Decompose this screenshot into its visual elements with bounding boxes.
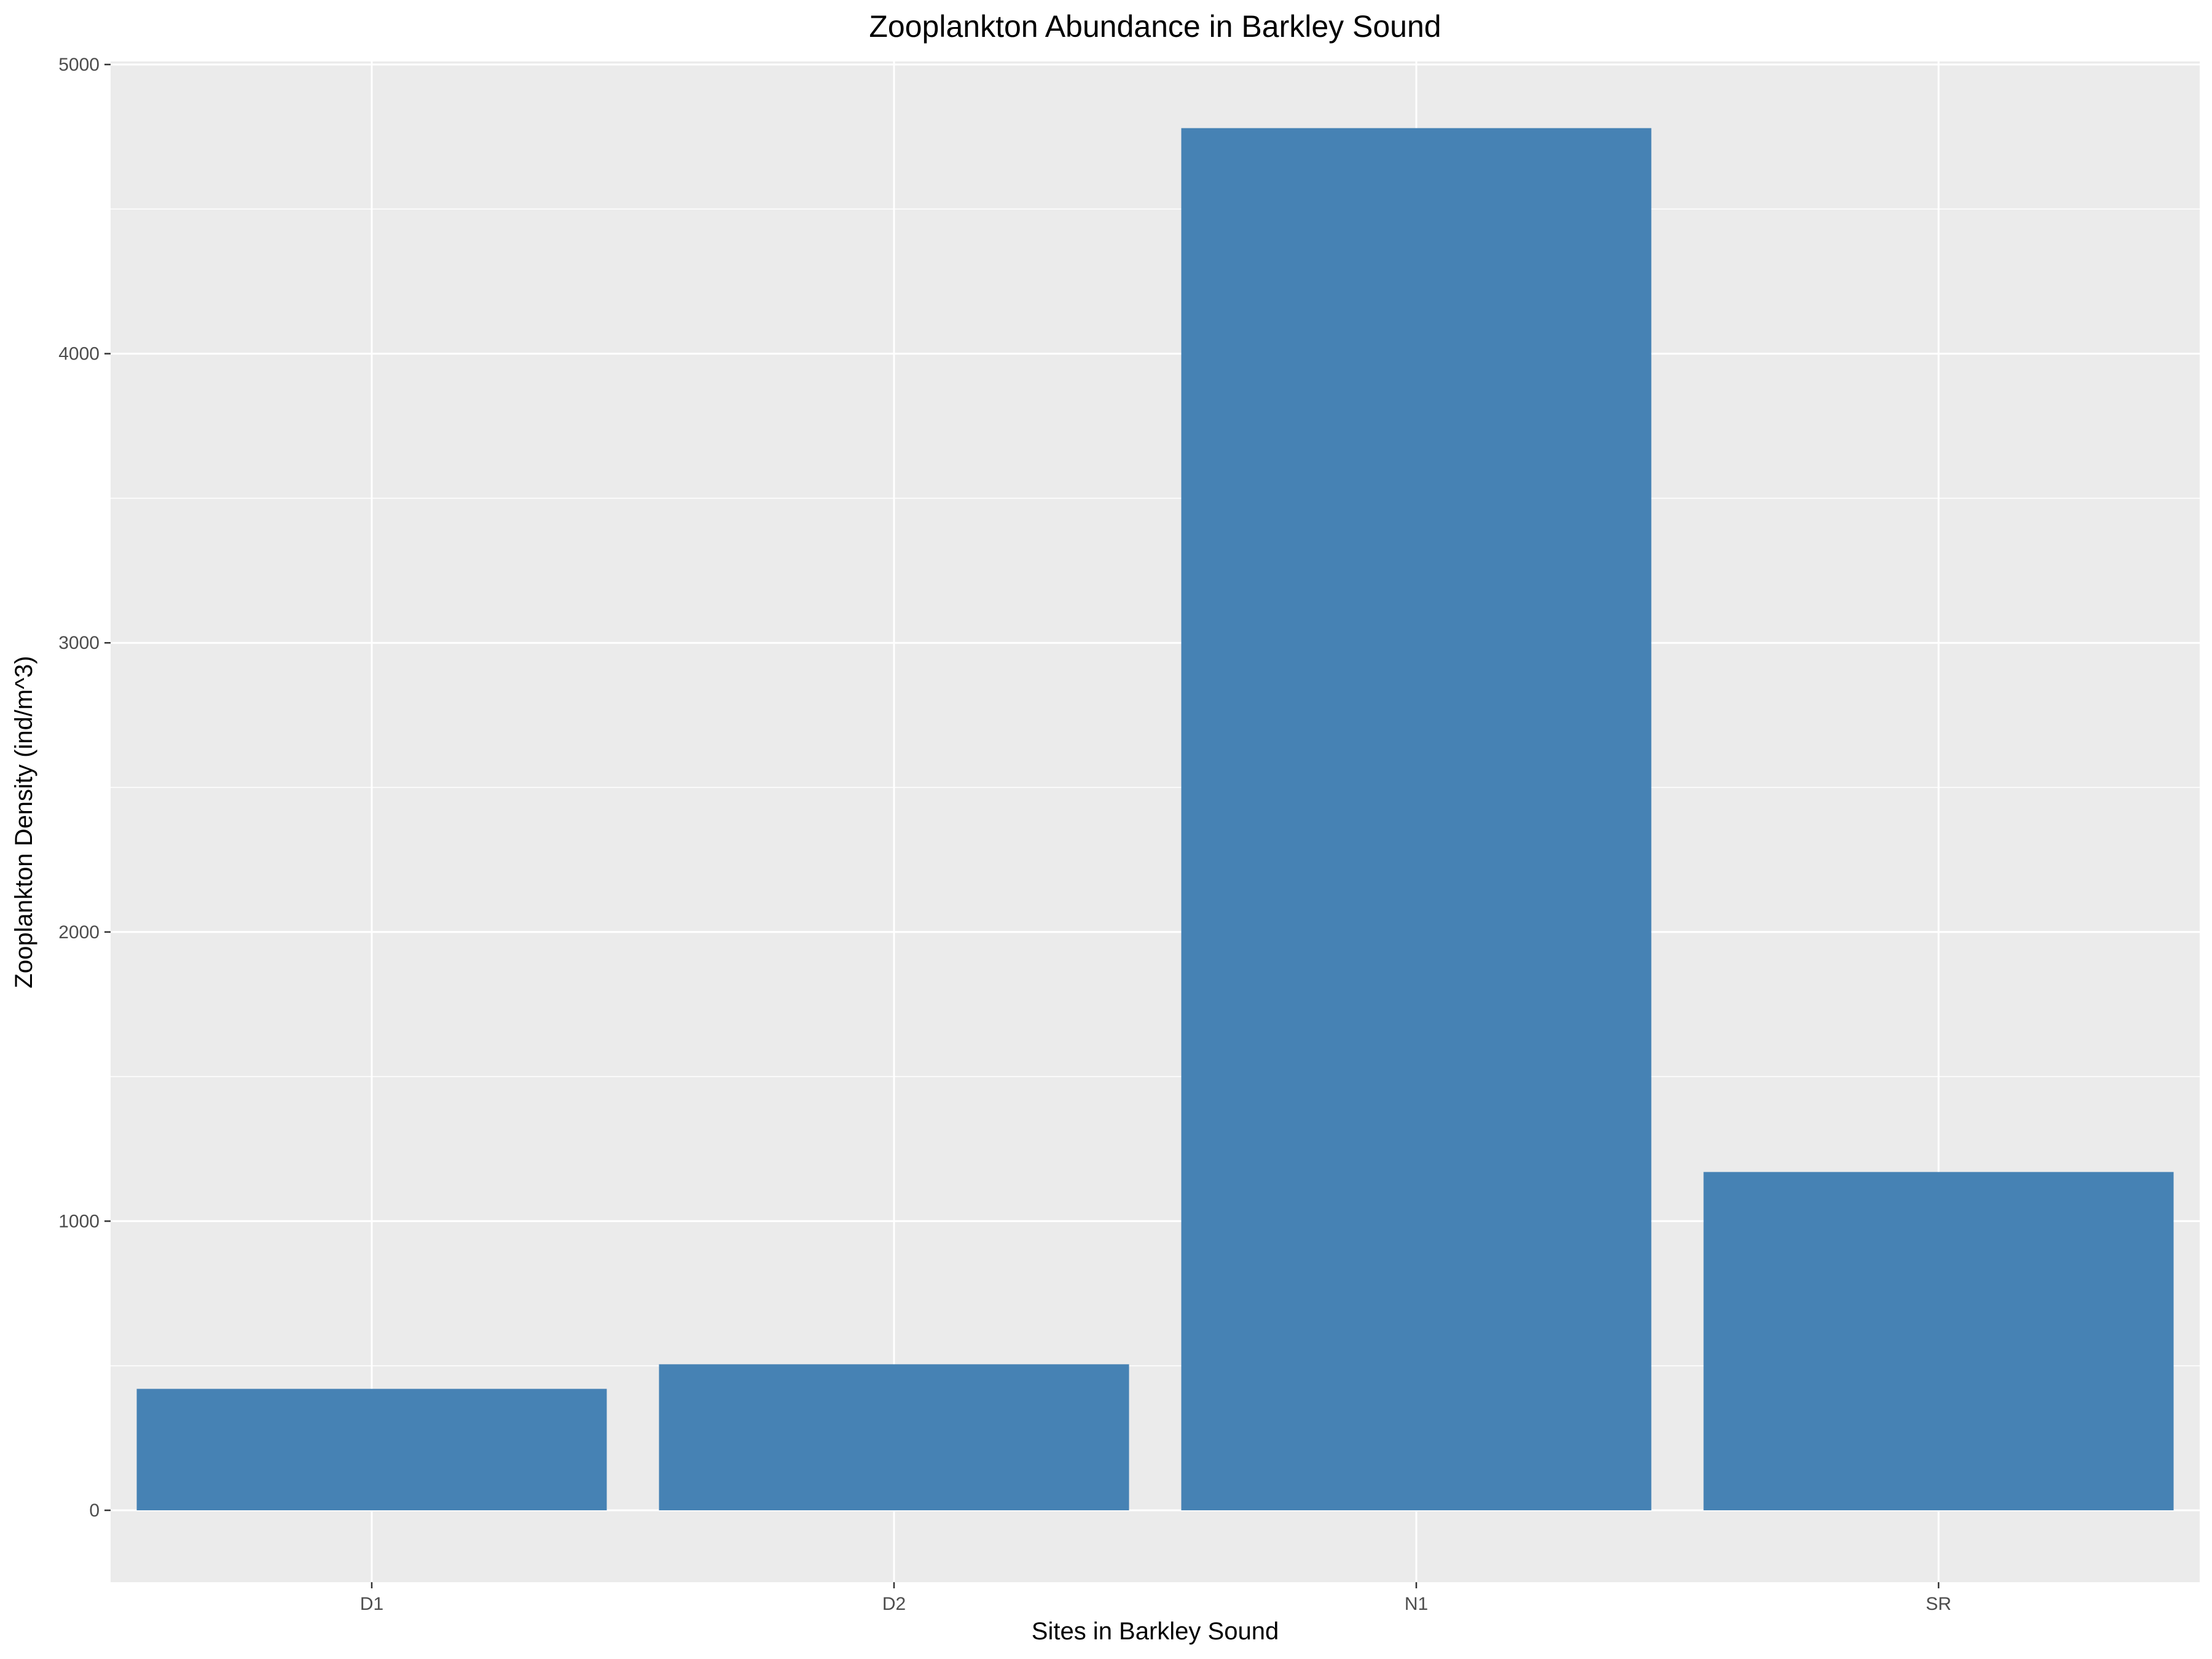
x-axis-title: Sites in Barkley Sound (1032, 1618, 1279, 1645)
x-tick-label: D1 (360, 1594, 383, 1614)
bar-d2 (659, 1364, 1129, 1510)
bar-sr (1703, 1172, 2174, 1510)
y-tick-label: 3000 (58, 633, 100, 653)
y-tick-label: 4000 (58, 344, 100, 364)
y-tick-label: 2000 (58, 922, 100, 943)
x-tick-label: N1 (1405, 1594, 1428, 1614)
y-axis-title: Zooplankton Density (ind/m^3) (10, 656, 37, 988)
bars (136, 128, 2174, 1511)
x-tick-label: SR (1926, 1594, 1951, 1614)
y-tick-label: 5000 (58, 55, 100, 75)
y-tick-label: 1000 (58, 1211, 100, 1231)
y-axis: 0 1000 2000 3000 4000 5000 (58, 55, 111, 1521)
x-tick-label: D2 (882, 1594, 906, 1614)
bar-n1 (1181, 128, 1652, 1511)
x-axis: D1 D2 N1 SR (360, 1582, 1951, 1614)
bar-d1 (136, 1389, 607, 1510)
y-tick-label: 0 (89, 1500, 100, 1521)
chart-title: Zooplankton Abundance in Barkley Sound (869, 9, 1441, 44)
